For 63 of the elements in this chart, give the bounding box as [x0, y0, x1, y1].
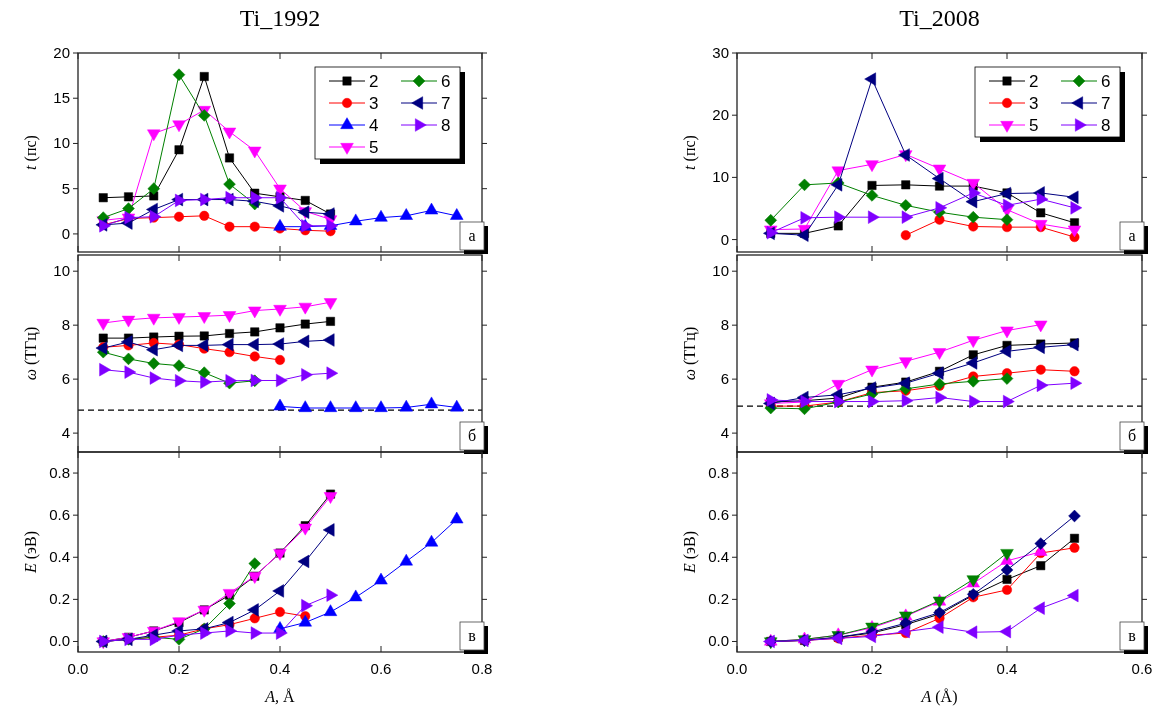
x-axis-title: A (Å) — [920, 688, 958, 706]
legend-label: 2 — [369, 72, 379, 91]
legend-label: 5 — [369, 138, 379, 157]
legend-label: 2 — [1029, 72, 1039, 91]
y-tick-label: 8 — [61, 316, 70, 334]
y-tick-label: 4 — [720, 424, 729, 442]
y-tick-label: 0.0 — [708, 632, 729, 650]
annotation: а — [1128, 227, 1136, 244]
x-tick-label: 0.4 — [996, 660, 1018, 677]
legend-label: 7 — [441, 94, 451, 113]
y-tick-label: 30 — [712, 44, 729, 61]
y-tick-label: 4 — [61, 424, 70, 442]
y-tick-label: 20 — [712, 106, 729, 124]
y-tick-label: 20 — [53, 44, 70, 61]
y-axis-title: t (пс) — [22, 135, 40, 170]
annotation: а — [468, 227, 476, 244]
x-tick-label: 0.4 — [269, 660, 291, 677]
y-axis-title: t (пс) — [681, 135, 699, 170]
legend-label: 4 — [369, 116, 379, 135]
y-tick-label: 0.2 — [708, 590, 729, 608]
annotation: б — [1127, 427, 1137, 444]
y-tick-label: 0.8 — [708, 464, 729, 482]
annotation: в — [1128, 627, 1137, 644]
y-tick-label: 6 — [720, 370, 729, 388]
y-tick-label: 0 — [720, 230, 729, 248]
x-tick-label: 0.8 — [471, 660, 493, 677]
chart-title: Ti_2008 — [899, 5, 980, 31]
y-tick-label: 0.4 — [49, 548, 70, 566]
y-tick-label: 6 — [61, 370, 70, 388]
y-axis-title: ω (ТГц) — [681, 326, 699, 381]
y-tick-label: 5 — [61, 179, 70, 197]
y-tick-label: 8 — [720, 316, 729, 334]
y-tick-label: 0.8 — [49, 464, 70, 482]
legend-label: 8 — [1101, 116, 1111, 135]
y-tick-label: 0 — [61, 224, 70, 242]
y-tick-label: 15 — [53, 89, 70, 107]
y-tick-label: 10 — [53, 134, 70, 152]
x-tick-label: 0.6 — [1131, 660, 1153, 677]
legend-label: 6 — [1101, 72, 1111, 91]
annotation: в — [468, 627, 477, 644]
y-tick-label: 0.4 — [708, 548, 729, 566]
y-tick-label: 0.6 — [49, 506, 70, 524]
legend-label: 7 — [1101, 94, 1111, 113]
y-tick-label: 0.2 — [49, 590, 70, 608]
x-tick-label: 0.6 — [370, 660, 392, 677]
legend-label: 8 — [441, 116, 451, 135]
x-tick-label: 0.2 — [861, 660, 883, 677]
annotation: б — [467, 427, 477, 444]
y-axis-title: ω (ТГц) — [22, 326, 40, 381]
y-axis-title: E (эВ) — [681, 531, 699, 574]
y-tick-label: 0.6 — [708, 506, 729, 524]
legend-label: 3 — [1029, 94, 1039, 113]
x-tick-label: 0.2 — [168, 660, 190, 677]
y-tick-label: 10 — [712, 168, 729, 186]
legend-label: 6 — [441, 72, 451, 91]
legend-label: 3 — [369, 94, 379, 113]
y-tick-label: 0.0 — [49, 632, 70, 650]
y-tick-label: 10 — [53, 262, 70, 280]
x-axis-title: A, Å — [264, 688, 296, 705]
y-axis-title: E (эВ) — [22, 531, 40, 574]
chart-title: Ti_1992 — [239, 5, 321, 31]
y-tick-label: 10 — [712, 262, 729, 280]
legend-label: 5 — [1029, 116, 1039, 135]
